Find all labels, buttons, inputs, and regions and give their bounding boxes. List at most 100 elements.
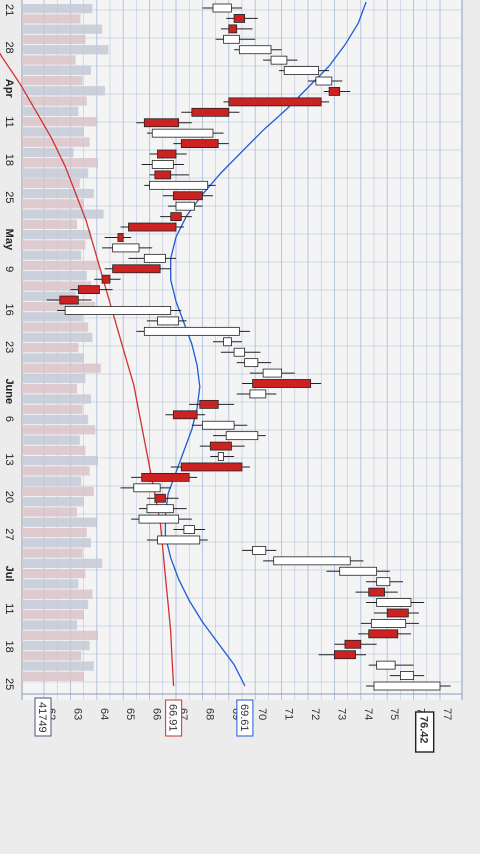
price-tick-label: 77 [441, 708, 453, 720]
volume-label: 41749 [36, 702, 48, 733]
volume-bar [22, 435, 80, 445]
candle-body [180, 462, 243, 472]
candle-body [112, 243, 140, 253]
candle-body [143, 118, 180, 128]
candle-body [228, 97, 322, 107]
candle-body [112, 264, 161, 274]
volume-bar [22, 65, 91, 75]
date-label: 20 [3, 491, 15, 503]
volume-bar [22, 147, 74, 158]
date-label: 11 [3, 116, 15, 127]
candle-body [376, 660, 396, 670]
volume-bar [22, 394, 91, 404]
volume-bar [22, 322, 89, 332]
candle-body [212, 3, 232, 13]
price-tick-label: 70 [256, 708, 268, 720]
volume-bar [22, 117, 97, 127]
volume-bar [22, 188, 94, 199]
volume-bar [22, 281, 91, 291]
volume-bar [22, 209, 104, 219]
moving-average-tags: 66.91 69.61 [165, 699, 254, 737]
candle-body [252, 546, 267, 555]
volume-bar [22, 640, 90, 651]
date-label: 21 [3, 4, 15, 16]
volume-bar [22, 14, 81, 24]
price-tick-label: 68 [203, 708, 215, 720]
candle-body [180, 139, 219, 149]
volume-bar [22, 45, 109, 55]
candle-body [133, 483, 161, 493]
candle-body [154, 493, 166, 503]
candle-body [59, 295, 79, 305]
volume-bar [22, 343, 79, 353]
candle-body [262, 368, 282, 378]
volume-bar [22, 332, 93, 342]
volume-bar [22, 271, 87, 281]
volume-bar [22, 651, 82, 661]
volume-bar [22, 589, 93, 599]
volume-bar [22, 630, 98, 640]
date-label: 16 [3, 304, 15, 316]
volume-bar [22, 373, 86, 384]
candle-body [373, 681, 441, 691]
date-label: 11 [3, 603, 15, 614]
candle-body [223, 34, 240, 44]
date-label: 18 [3, 641, 15, 653]
candle-body [339, 566, 378, 576]
volume-bar [22, 250, 82, 260]
volume-bar [22, 106, 79, 116]
volume-bar [22, 620, 77, 630]
candle-body [175, 201, 195, 211]
candle-body [386, 608, 409, 618]
candle-body [77, 285, 100, 295]
volume-bar [22, 301, 96, 312]
volume-bar [22, 456, 98, 466]
candle-body [172, 410, 198, 420]
candle-body [149, 180, 209, 190]
volume-bar [22, 466, 90, 476]
volume-bar [22, 414, 89, 425]
ma-value-tag [165, 699, 183, 737]
volume-bar [22, 230, 91, 240]
volume-bar [22, 291, 76, 301]
volume-bar [22, 425, 96, 435]
candle-body [141, 472, 190, 482]
candle-body [370, 619, 407, 628]
volume-tag [34, 697, 52, 737]
price-tick-label: 74 [362, 708, 374, 720]
volume-bar [22, 4, 93, 14]
candle-body [157, 149, 177, 159]
date-label: 6 [3, 416, 15, 422]
volume-bar [22, 486, 94, 497]
candle-body [154, 170, 172, 180]
volume-bar [22, 260, 100, 271]
candle-body [143, 253, 166, 263]
volume-bar [22, 75, 83, 86]
candle-body [368, 587, 385, 597]
candle-body [101, 274, 111, 284]
date-label: 25 [3, 678, 15, 690]
volume-bar [22, 158, 98, 168]
price-tick-label: 73 [335, 708, 347, 720]
volume-bar [22, 517, 97, 527]
ma-value-label: 66.91 [167, 704, 179, 732]
volume-bar [22, 178, 80, 188]
candle-body [315, 76, 333, 86]
candle-body [138, 514, 180, 524]
date-label: Jul [3, 566, 15, 582]
volume-bar [22, 404, 83, 414]
volume-bar [22, 599, 89, 610]
volume-bar [22, 661, 94, 671]
date-label: 25 [3, 191, 15, 203]
volume-bar [22, 445, 86, 455]
candle-body [157, 535, 201, 545]
date-label: May [3, 229, 15, 251]
volume-bar [22, 476, 82, 486]
price-tick-label: 75 [388, 708, 400, 720]
candle-body [333, 650, 356, 660]
date-label: 18 [3, 154, 15, 166]
ma-value-tag [236, 699, 254, 737]
ma-value-label: 69.61 [238, 704, 250, 732]
